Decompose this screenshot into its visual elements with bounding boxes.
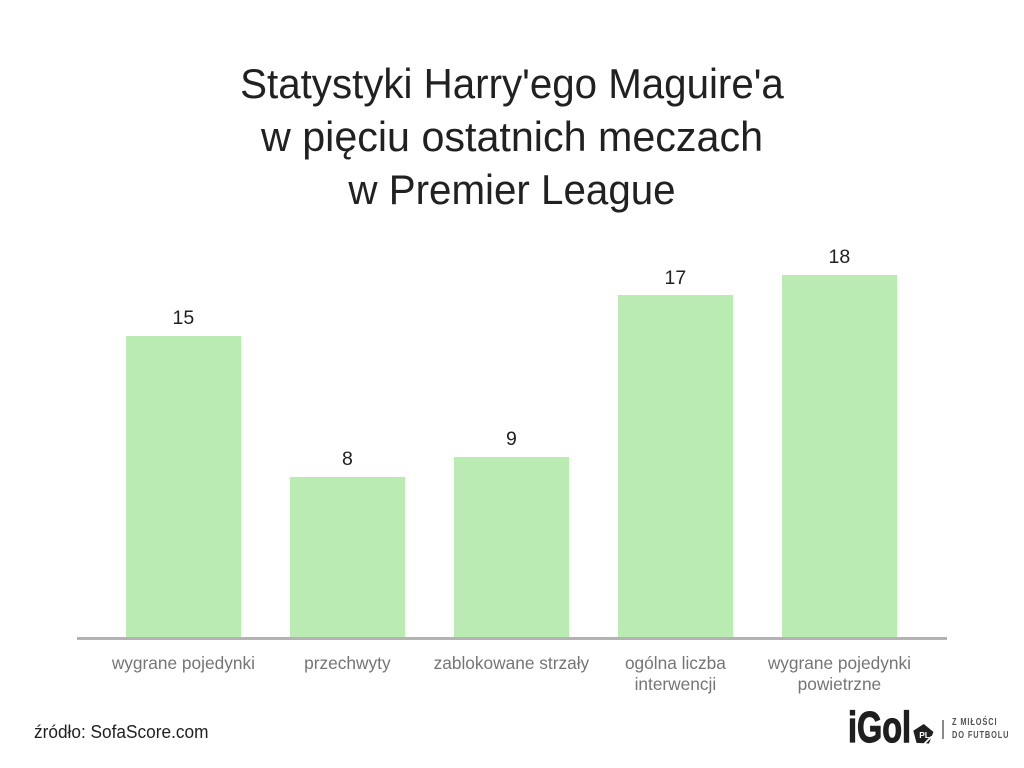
svg-text:PL: PL [920,730,931,740]
